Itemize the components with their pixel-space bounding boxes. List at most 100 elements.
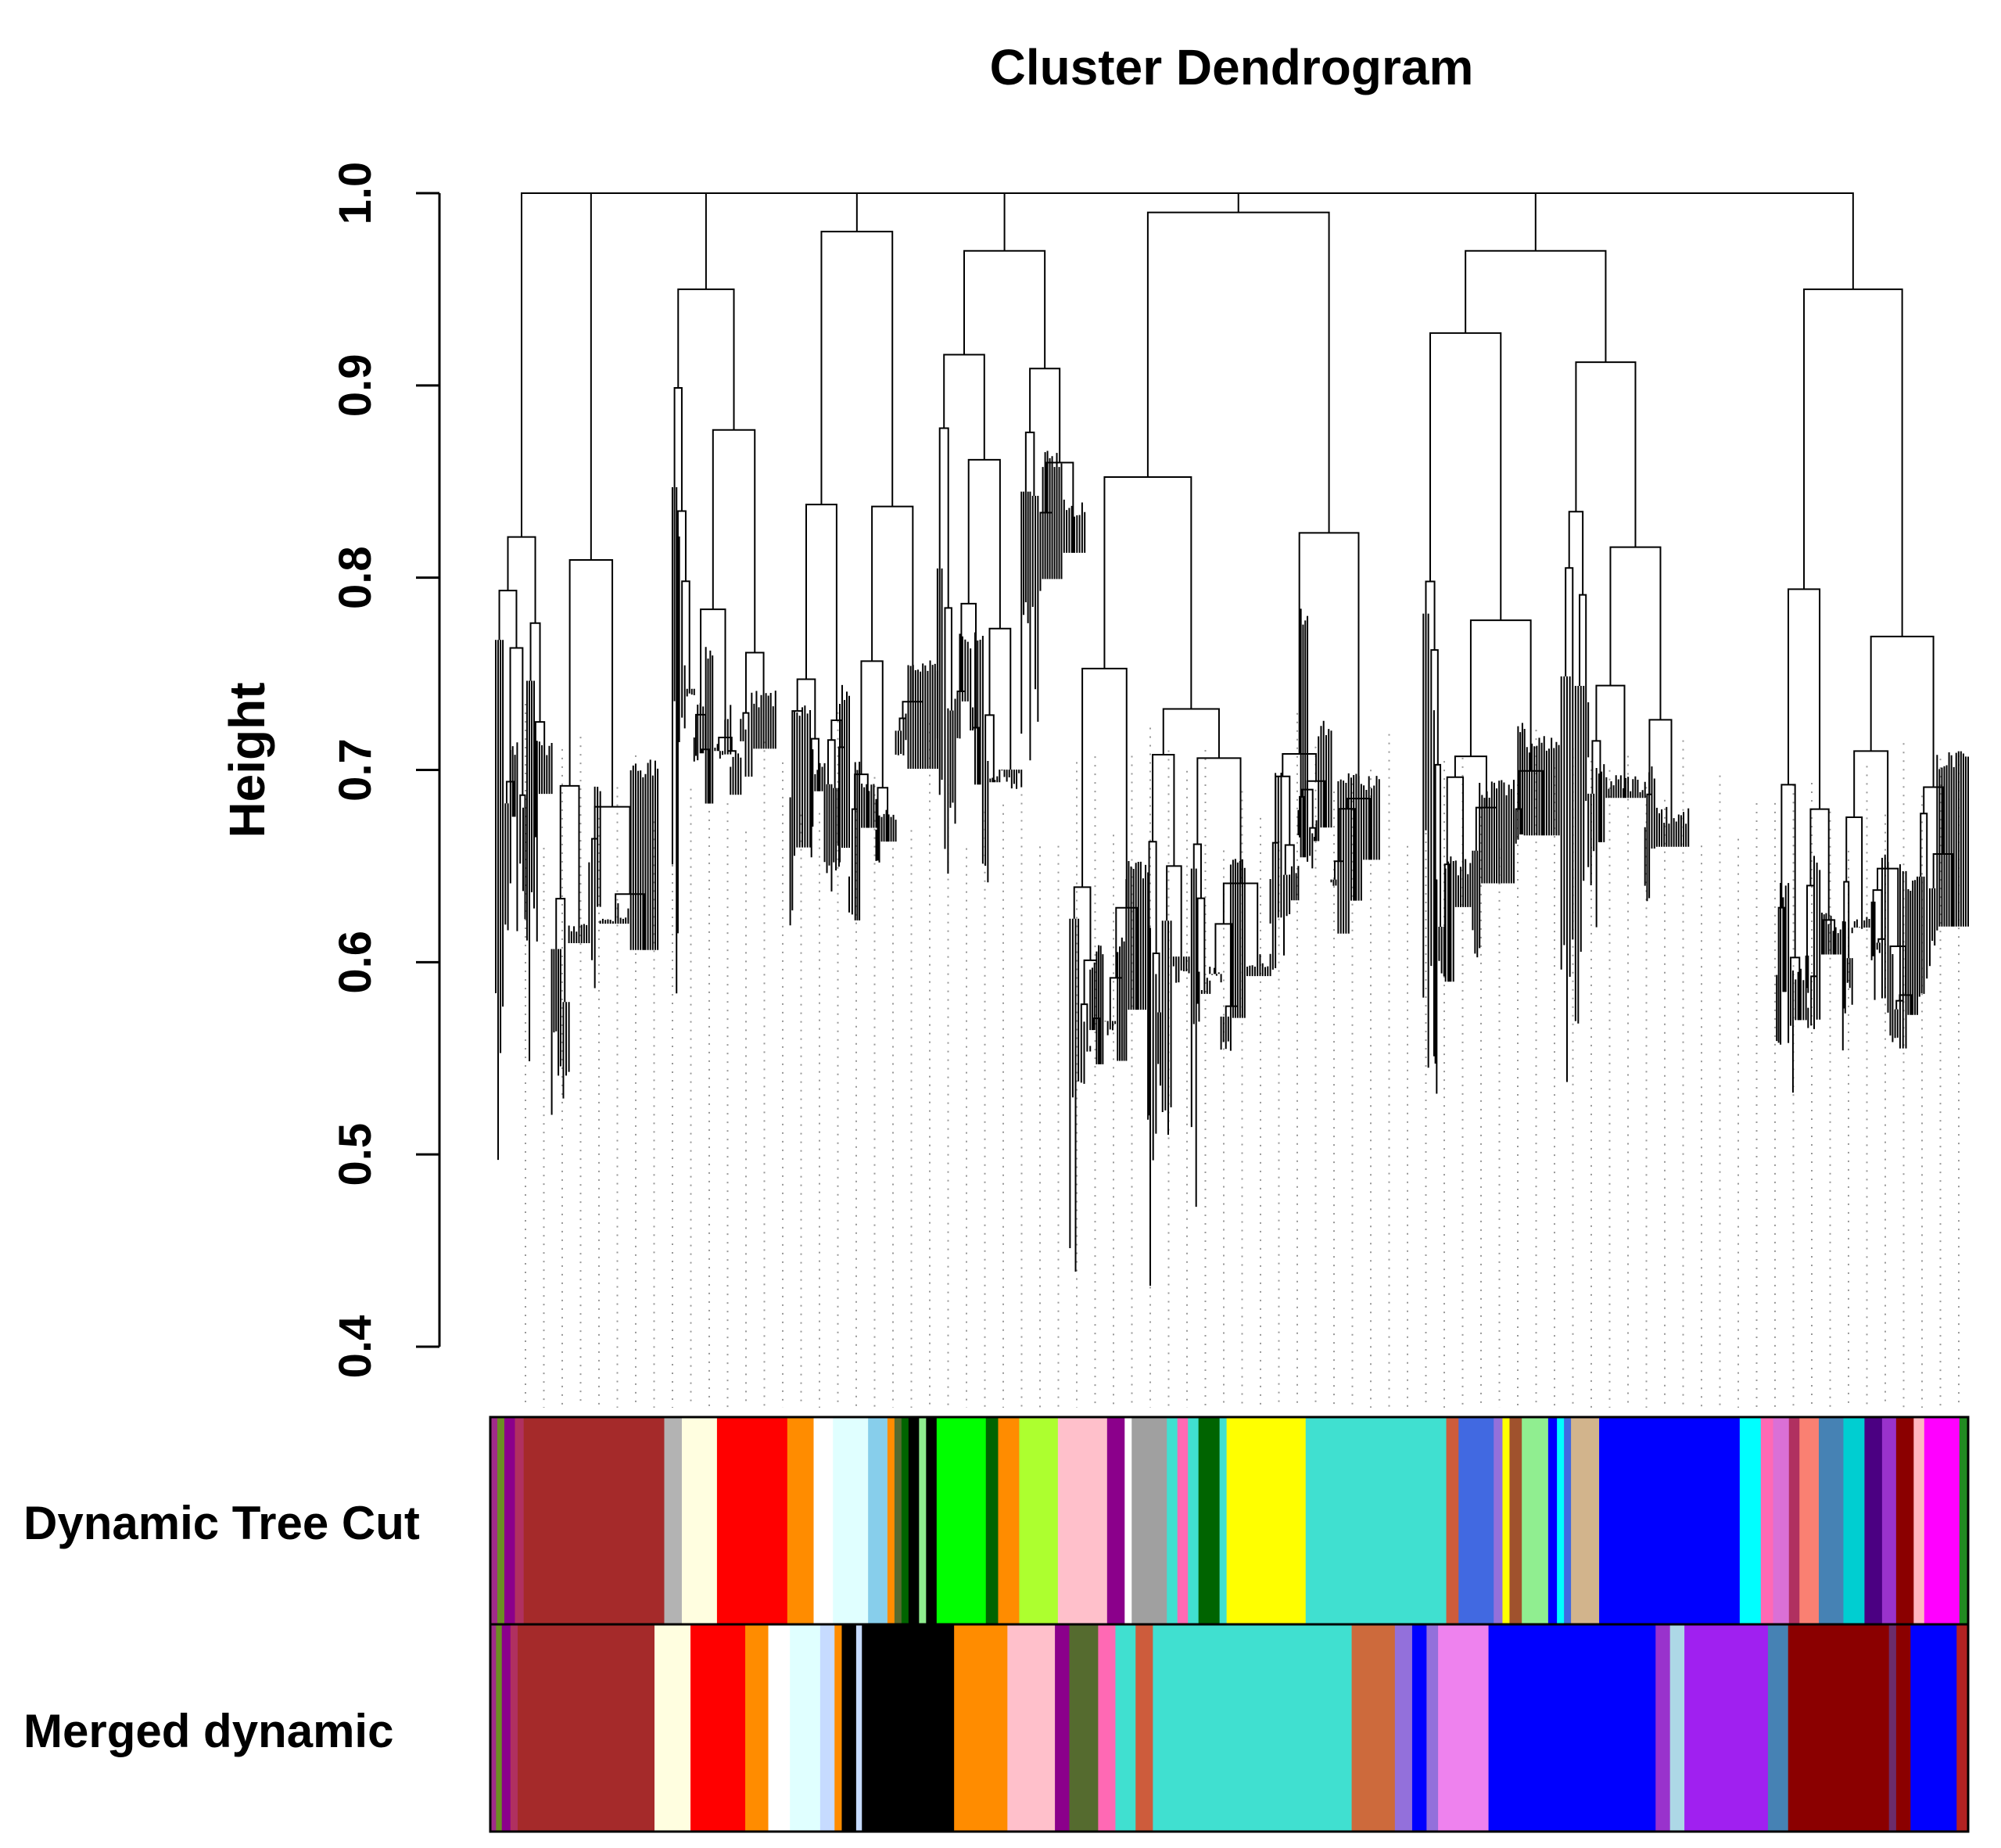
module-color-segment [745,1624,769,1832]
module-color-segment [1564,1417,1572,1624]
module-color-segment [515,1417,525,1624]
module-color-segment [1818,1417,1845,1624]
module-color-segment [1571,1417,1600,1624]
module-color-segment [1055,1624,1070,1832]
module-color-segment [690,1624,746,1832]
module-color-segment [1864,1417,1883,1624]
module-color-segment [813,1417,834,1624]
module-color-segment [1135,1624,1153,1832]
module-color-segment [1351,1624,1396,1832]
dendrogram-root-joins [556,192,1854,289]
module-color-segment [1502,1417,1511,1624]
y-tick-label: 0.5 [330,1123,381,1186]
module-color-segment [490,1624,497,1832]
module-color-segment [510,1624,518,1832]
module-color-segment [504,1417,516,1624]
module-color-segment [1509,1417,1522,1624]
module-color-segment [1198,1417,1221,1624]
module-color-segment [887,1417,895,1624]
module-color-segment [819,1624,835,1832]
module-color-segment [1895,1417,1914,1624]
module-color-segment [654,1624,691,1832]
module-color-segment [841,1624,857,1832]
module-color-segment [523,1417,665,1624]
dendrogram-branch-group-1 [495,192,659,1161]
module-color-segment [490,1417,498,1624]
module-color-segment [998,1417,1020,1624]
module-color-segment [834,1624,843,1832]
module-color-segment [1019,1417,1059,1624]
module-color-segment [1446,1417,1459,1624]
module-color-segment [518,1624,655,1832]
module-color-segment [681,1417,718,1624]
module-color-segment [1956,1624,1969,1832]
module-color-segment [1924,1417,1960,1624]
leaf-guide-lines [525,704,1960,1408]
module-color-rows: Dynamic Tree Cut Merged dynamic [23,1416,1970,1833]
chart-title: Cluster Dendrogram [990,39,1474,95]
module-color-segment [936,1417,987,1624]
color-row-label: Dynamic Tree Cut [23,1497,420,1549]
module-color-segment [1788,1417,1800,1624]
module-color-segment [1188,1417,1200,1624]
module-color-segment [497,1417,505,1624]
module-color-segment [1069,1624,1099,1832]
module-color-segment [1773,1417,1790,1624]
module-color-segment [919,1417,927,1624]
module-color-segment [1411,1624,1427,1832]
module-color-segment [1522,1417,1549,1624]
y-axis-label: Height [219,682,275,838]
module-color-segment [1910,1624,1957,1832]
module-color-segment [1426,1624,1439,1832]
module-color-segment [768,1624,791,1832]
module-color-segment [1153,1624,1353,1832]
module-color-segment [1057,1417,1108,1624]
module-color-segment [855,1624,862,1832]
color-row-frame [489,1623,1970,1833]
module-color-segment [1684,1624,1769,1832]
module-color-segment [1799,1417,1820,1624]
module-color-segment [1458,1417,1494,1624]
module-color-segment [1557,1417,1565,1624]
dendrogram-branches [495,192,1969,1286]
module-color-segment [1007,1624,1056,1832]
module-color-segment [1669,1624,1685,1832]
module-color-segment [1226,1417,1307,1624]
module-color-segment [868,1417,888,1624]
module-color-segment [901,1417,909,1624]
module-color-segment [496,1624,503,1832]
module-color-segment [954,1624,1008,1832]
module-color-segment [894,1417,902,1624]
module-color-segment [1115,1624,1136,1832]
module-color-segment [501,1624,511,1832]
module-color-segment [790,1624,821,1832]
y-tick-label: 0.9 [330,354,381,418]
dendrogram-branch-group-6 [1422,249,1690,1094]
dendrogram-branch-group-5 [1069,211,1380,1286]
module-color-segment [1788,1624,1890,1832]
module-color-segment [1843,1417,1866,1624]
module-color-segment [1219,1417,1228,1624]
module-color-segment [926,1417,938,1624]
dendrogram-branch-group-3 [789,231,938,926]
module-color-segment [1739,1417,1762,1624]
module-color-segment [985,1417,999,1624]
module-color-segment [1655,1624,1671,1832]
module-color-segment [1167,1417,1178,1624]
y-tick-label: 0.7 [330,738,381,802]
module-color-segment [908,1417,920,1624]
y-tick-label: 0.4 [330,1315,381,1379]
y-tick-label: 0.8 [330,546,381,609]
module-color-segment [716,1417,788,1624]
module-color-segment [1124,1417,1132,1624]
module-color-segment [1599,1417,1741,1624]
module-color-segment [1913,1417,1925,1624]
dendrogram-branch-group-2 [671,288,776,994]
module-color-segment [862,1624,955,1832]
y-axis: 0.4 0.5 0.6 0.7 0.8 0.9 1.0 [330,162,441,1379]
dendrogram-branch-group-4 [936,249,1086,883]
module-color-segment [1494,1417,1504,1624]
module-color-segment [1547,1417,1558,1624]
module-color-segment [664,1417,683,1624]
